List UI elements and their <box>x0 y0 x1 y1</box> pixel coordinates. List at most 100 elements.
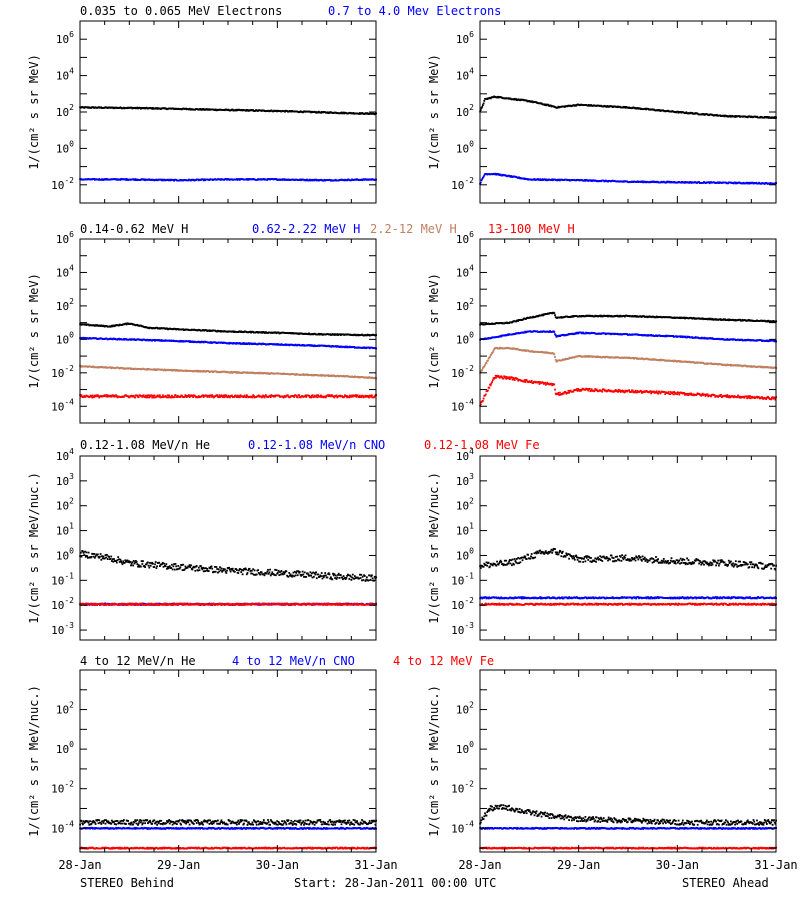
data-point <box>83 394 86 397</box>
data-point <box>166 394 169 397</box>
data-point <box>278 395 281 397</box>
data-point <box>84 395 87 398</box>
data-point <box>205 394 208 397</box>
data-point <box>553 383 556 386</box>
data-point <box>576 390 579 392</box>
data-point <box>197 396 199 399</box>
data-point <box>206 396 209 398</box>
data-point <box>491 379 494 382</box>
data-point <box>371 394 373 397</box>
data-point <box>91 394 94 397</box>
data-point <box>180 394 183 397</box>
data-point <box>482 104 484 106</box>
data-point <box>203 178 206 181</box>
data-point <box>480 370 483 372</box>
data-point <box>119 179 122 181</box>
data-point <box>89 395 91 398</box>
data-point <box>111 394 114 397</box>
data-point <box>202 179 205 182</box>
data-point <box>641 180 644 183</box>
data-point <box>248 342 250 345</box>
data-point <box>345 395 348 397</box>
data-point <box>325 396 327 399</box>
data-point <box>482 176 484 179</box>
data-point <box>553 353 556 356</box>
series-1-points <box>79 178 377 182</box>
data-point <box>292 395 295 397</box>
data-point <box>241 395 244 398</box>
data-point <box>152 396 155 399</box>
data-point <box>196 369 199 372</box>
data-point <box>116 396 119 399</box>
data-point <box>590 388 593 391</box>
data-point <box>614 389 617 391</box>
data-point <box>82 396 85 399</box>
data-point <box>363 395 366 398</box>
data-point <box>503 375 505 378</box>
data-point <box>152 395 154 397</box>
data-point <box>274 395 276 398</box>
data-point <box>286 394 289 397</box>
y-tick-label: 104 <box>56 263 74 279</box>
data-point <box>505 377 508 380</box>
y-tick-label: 104 <box>456 67 474 83</box>
data-point <box>532 382 534 384</box>
data-point <box>342 111 345 114</box>
data-point <box>335 394 338 397</box>
data-point <box>587 389 590 392</box>
data-point <box>320 394 322 397</box>
data-point <box>106 395 109 398</box>
data-point <box>355 395 358 398</box>
data-point <box>167 396 170 399</box>
data-point <box>79 395 82 398</box>
data-point <box>262 394 264 397</box>
data-point <box>239 394 242 397</box>
y-tick-label: 100 <box>56 139 74 155</box>
data-point <box>500 375 503 378</box>
data-point <box>369 394 372 397</box>
data-point <box>484 364 486 366</box>
y-tick-label: 10-4 <box>51 397 74 413</box>
data-point <box>330 395 332 398</box>
data-point <box>562 392 565 395</box>
data-point <box>308 394 310 397</box>
data-point <box>212 395 214 398</box>
data-point <box>305 396 308 398</box>
data-point <box>229 396 231 399</box>
data-point <box>143 178 146 181</box>
data-point <box>80 394 83 397</box>
data-point <box>133 338 136 340</box>
data-point <box>173 396 175 398</box>
data-point <box>362 396 365 399</box>
data-point <box>234 394 237 397</box>
data-point <box>590 389 592 392</box>
data-point <box>257 394 260 397</box>
data-point <box>141 396 144 398</box>
data-point <box>766 320 769 323</box>
data-point <box>147 396 149 399</box>
data-point <box>531 100 534 103</box>
data-point <box>171 394 173 397</box>
y-tick-label: 100 <box>56 330 74 346</box>
data-point <box>558 394 561 396</box>
data-point <box>115 395 118 398</box>
data-point <box>348 396 351 399</box>
data-point <box>487 357 490 360</box>
data-point <box>490 382 493 385</box>
data-point <box>231 394 233 397</box>
data-point <box>538 383 541 385</box>
data-point <box>346 396 348 399</box>
data-point <box>544 381 546 384</box>
data-point <box>202 178 204 181</box>
series-2-points <box>479 346 777 374</box>
data-point <box>164 395 167 397</box>
data-point <box>327 374 329 377</box>
data-point <box>572 390 575 393</box>
data-point <box>551 178 554 181</box>
data-point <box>192 396 194 398</box>
data-point <box>364 394 367 397</box>
data-point <box>184 394 187 396</box>
data-point <box>223 396 226 399</box>
data-point <box>530 380 533 382</box>
data-point <box>568 391 570 394</box>
